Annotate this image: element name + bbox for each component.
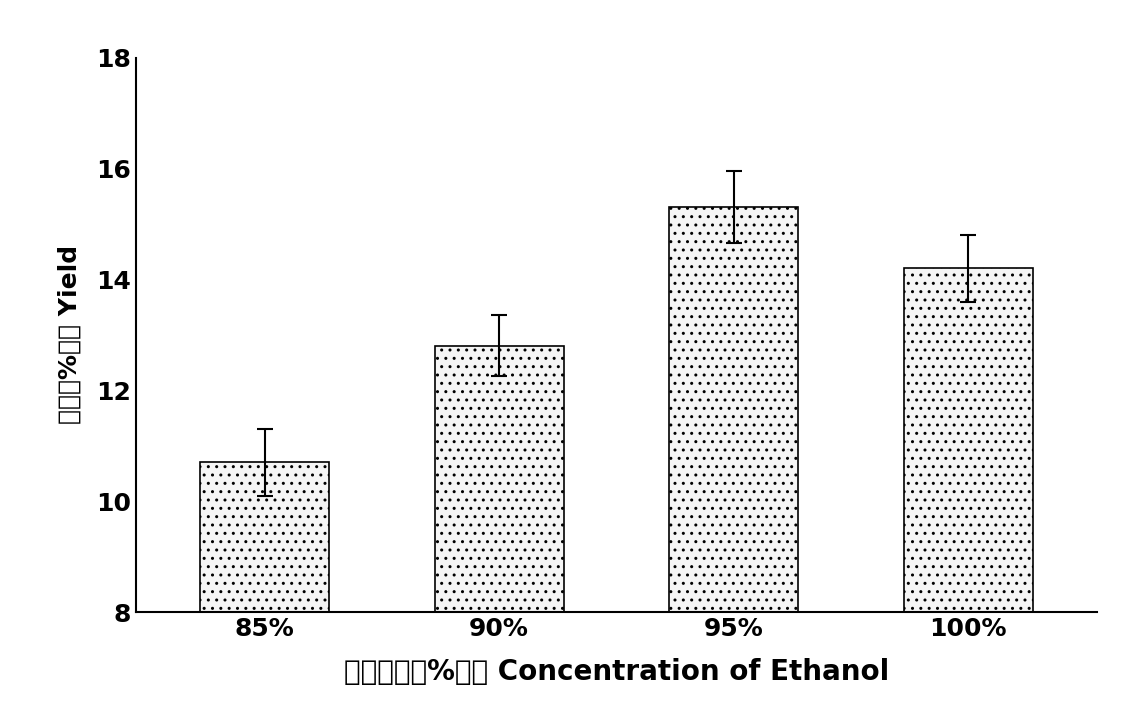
Bar [434, 346, 563, 612]
X-axis label: 乙醇浓度（%）／ Concentration of Ethanol: 乙醇浓度（%）／ Concentration of Ethanol [344, 657, 889, 685]
Bar [200, 462, 329, 612]
Y-axis label: 得率（%）／ Yield: 得率（%）／ Yield [58, 246, 81, 424]
Bar [904, 269, 1033, 612]
Bar [670, 207, 798, 612]
